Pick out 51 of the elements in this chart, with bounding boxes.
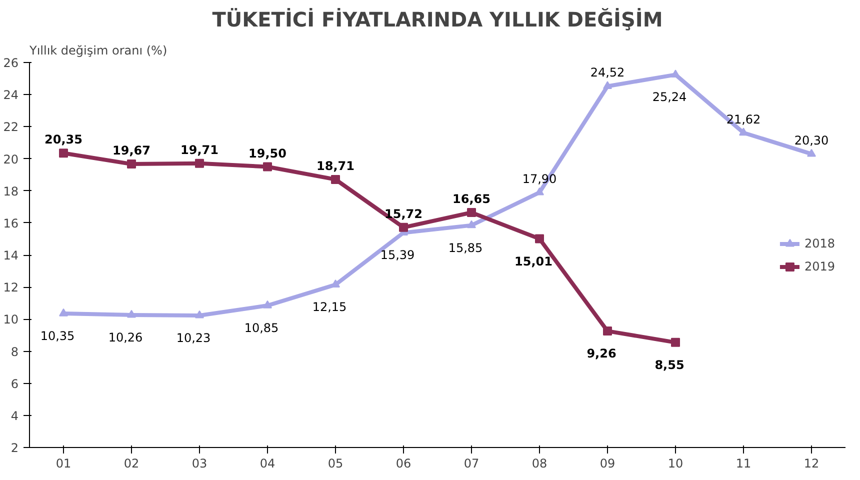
y-tick-label: 14 (3, 248, 19, 262)
data-label: 21,62 (726, 112, 761, 126)
data-label: 25,24 (652, 90, 687, 104)
legend-label: 2018 (804, 236, 835, 250)
x-tick-label: 07 (464, 456, 480, 470)
y-tick-label: 20 (3, 152, 19, 166)
data-label: 19,71 (180, 142, 218, 157)
y-tick-label: 6 (10, 376, 19, 391)
data-label: 15,01 (514, 254, 552, 268)
data-label: 10,35 (40, 329, 75, 344)
data-label: 19,50 (248, 146, 286, 160)
data-label: 19,67 (112, 144, 150, 158)
y-tick-label: 16 (3, 216, 19, 230)
data-label: 10,85 (244, 321, 279, 336)
y-tick-label: 8 (10, 344, 19, 359)
x-tick-label: 08 (532, 456, 548, 470)
y-tick-label: 22 (3, 120, 19, 134)
legend-label: 2019 (804, 259, 835, 273)
data-label: 24,52 (590, 66, 625, 80)
x-tick-label: 03 (192, 456, 208, 470)
data-label: 9,26 (586, 346, 616, 361)
data-label: 18,71 (316, 158, 354, 173)
data-label: 12,15 (312, 300, 347, 314)
y-tick-label: 4 (10, 408, 19, 423)
data-label: 15,72 (384, 206, 422, 221)
data-label: 17,90 (522, 172, 557, 186)
data-label: 20,30 (794, 133, 829, 148)
chart-title: TÜKETİCİ FİYATLARINDA YILLIK DEĞİŞİM (212, 8, 663, 32)
x-tick-label: 06 (396, 456, 412, 470)
x-tick-label: 12 (804, 456, 820, 470)
y-tick-label: 26 (3, 56, 19, 70)
y-axis-title: Yıllık değişim oranı (%) (28, 44, 168, 58)
y-tick-label: 24 (3, 88, 19, 102)
data-label: 10,26 (108, 330, 143, 344)
y-tick-label: 10 (3, 312, 19, 327)
y-tick-label: 18 (3, 184, 19, 198)
data-label: 15,39 (380, 248, 415, 262)
data-label: 15,85 (448, 240, 483, 255)
x-tick-label: 04 (260, 456, 276, 470)
data-label: 16,65 (452, 192, 490, 206)
data-label: 10,23 (176, 330, 211, 345)
x-tick-label: 01 (56, 456, 72, 470)
y-tick-label: 2 (10, 441, 19, 455)
y-tick-label: 12 (3, 280, 19, 295)
x-tick-label: 02 (124, 456, 140, 470)
x-tick-label: 10 (668, 456, 684, 470)
x-tick-label: 09 (600, 456, 616, 470)
x-tick-label: 11 (736, 456, 752, 470)
x-tick-label: 05 (328, 456, 344, 470)
data-label: 20,35 (44, 132, 82, 147)
data-label: 8,55 (654, 358, 684, 372)
